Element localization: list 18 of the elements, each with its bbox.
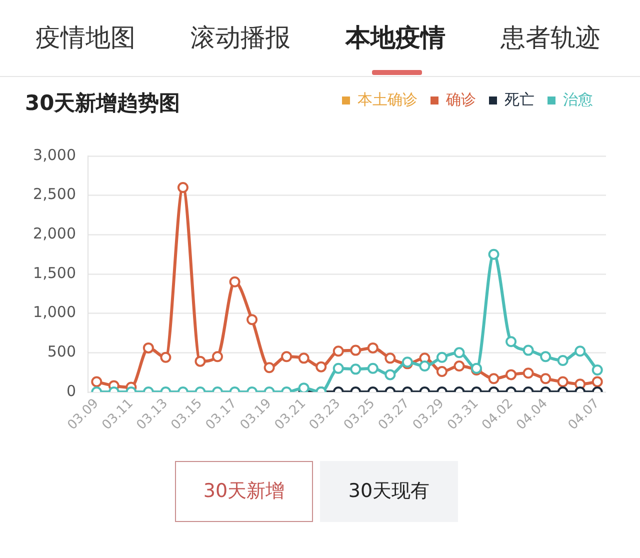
y-tick-label: 3,000 — [33, 146, 76, 164]
legend-label: 本土确诊 — [358, 90, 418, 108]
chart-title: 30天新增趋势图 — [25, 90, 180, 117]
text: 滚动播报 — [190, 22, 292, 54]
button: 30天现有 — [320, 461, 458, 522]
legend-label: 治愈 — [563, 90, 593, 108]
y-tick-label: 1,000 — [33, 303, 76, 322]
legend-label: 确诊 — [445, 90, 476, 108]
y-tick-label: 2,500 — [33, 185, 76, 204]
legend-label: 死亡 — [504, 90, 534, 108]
y-tick-label: 1,500 — [33, 264, 76, 282]
text: 疫情地图 — [34, 22, 136, 54]
button: 30天新增 — [175, 461, 313, 522]
text: 本地疫情 — [344, 22, 446, 54]
y-tick-label: 0 — [66, 382, 76, 400]
text: 患者轨迹 — [500, 22, 602, 54]
y-tick-label: 500 — [47, 342, 76, 361]
y-tick-label: 2,000 — [33, 224, 76, 243]
